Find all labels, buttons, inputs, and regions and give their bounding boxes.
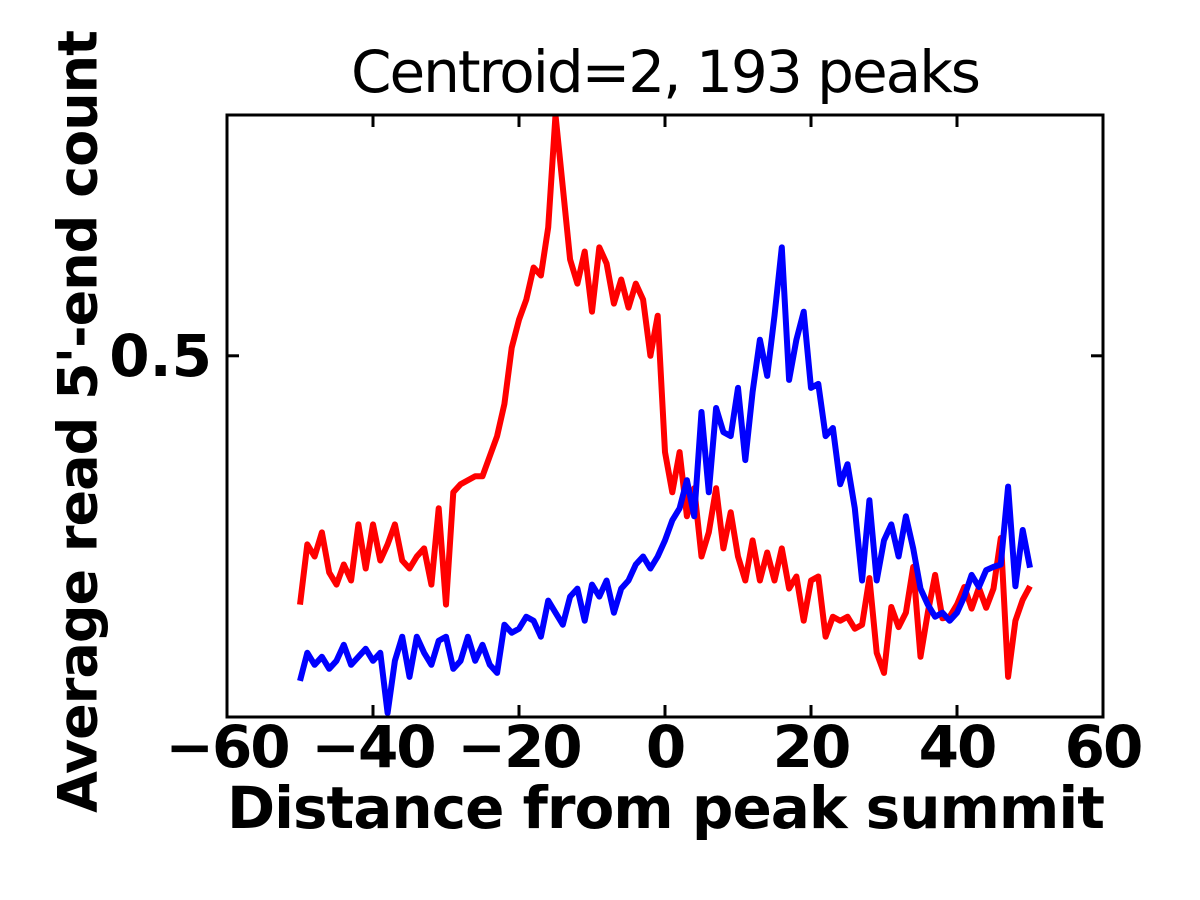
- y-tick-label: 0.5: [109, 322, 212, 390]
- x-tick-label: 40: [918, 713, 998, 781]
- x-tick-label: −40: [311, 713, 436, 781]
- series-blue: [297, 244, 1033, 716]
- x-axis-label: Distance from peak summit: [227, 774, 1105, 842]
- x-tick-label: 20: [772, 713, 852, 781]
- x-tick-label: −20: [457, 713, 582, 781]
- x-tick-label: −60: [165, 713, 290, 781]
- series-red: [297, 115, 1033, 680]
- chart-title: Centroid=2, 193 peaks: [350, 38, 981, 106]
- x-tick-label: 0: [645, 713, 686, 781]
- x-tick-label: 60: [1064, 713, 1144, 781]
- y-axis-label: Average read 5'-end count: [46, 31, 110, 813]
